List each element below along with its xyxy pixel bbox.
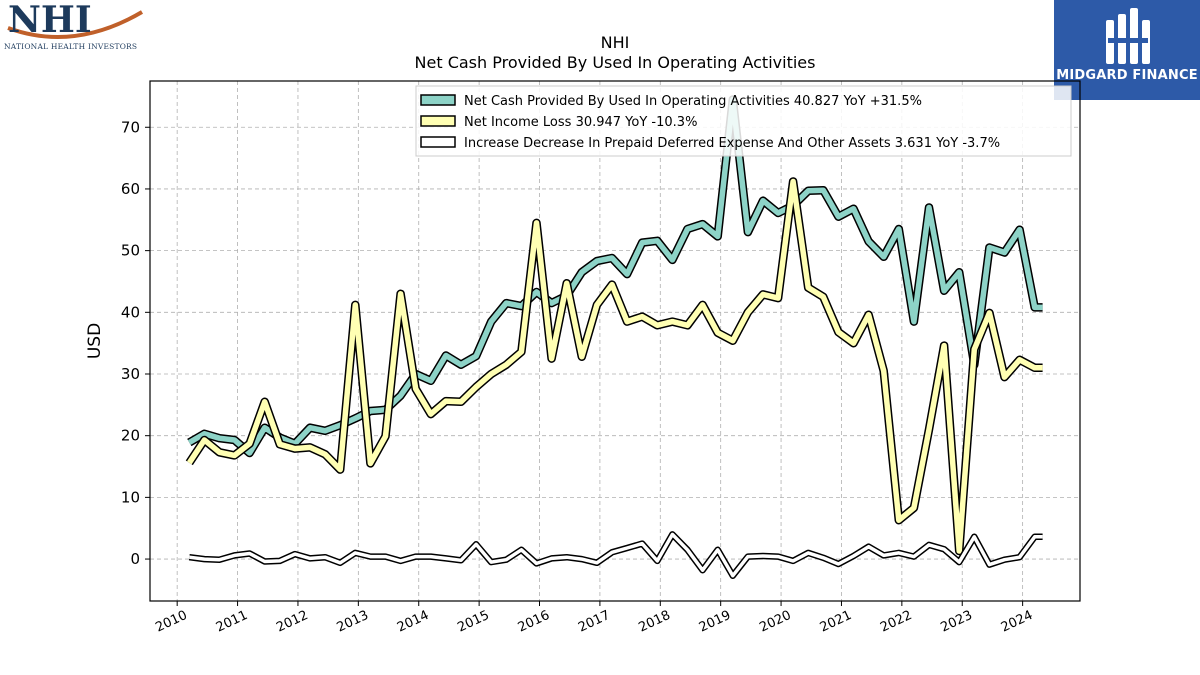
chart-title: NHI	[601, 33, 630, 52]
plot-frame	[149, 80, 1081, 602]
y-tick-label: 50	[121, 242, 140, 260]
chart-subtitle: Net Cash Provided By Used In Operating A…	[415, 53, 816, 72]
x-tick-label: 2024	[999, 608, 1035, 636]
legend: Net Cash Provided By Used In Operating A…	[415, 85, 1072, 157]
y-axis-label: USD	[85, 323, 105, 359]
midgard-finance-logo: MIDGARD FINANCE	[1054, 0, 1200, 100]
legend-swatch-2	[420, 115, 456, 127]
legend-label-1: Net Cash Provided By Used In Operating A…	[464, 94, 922, 109]
legend-label-2: Net Income Loss 30.947 YoY -10.3%	[464, 115, 697, 130]
series-line-2	[187, 178, 1043, 554]
midgard-brand-text: MIDGARD FINANCE	[1056, 68, 1198, 83]
series-line-3	[189, 532, 1043, 578]
x-tick-label: 2017	[576, 608, 612, 636]
logo-brand-text: NHI	[8, 2, 92, 41]
y-tick-label: 10	[121, 488, 140, 506]
legend-swatch-1	[420, 94, 456, 106]
x-tick-label: 2020	[757, 608, 793, 636]
y-tick-label: 60	[121, 180, 140, 198]
logo-caption: NATIONAL HEALTH INVESTORS	[4, 42, 138, 51]
x-tick-label: 2018	[637, 608, 673, 636]
x-tick-label: 2014	[395, 608, 431, 636]
x-tick-label: 2013	[335, 608, 371, 636]
x-tick-label: 2019	[697, 608, 733, 636]
y-tick-label: 0	[130, 550, 140, 568]
x-tick-label: 2022	[878, 608, 914, 636]
x-tick-label: 2023	[938, 608, 974, 636]
x-tick-label: 2012	[274, 608, 310, 636]
nhi-logo: NHI NATIONAL HEALTH INVESTORS	[4, 0, 144, 54]
y-tick-label: 70	[121, 118, 140, 136]
x-tick-label: 2010	[153, 608, 189, 636]
x-tick-label: 2015	[455, 608, 491, 636]
series-line-1	[187, 96, 1043, 456]
legend-swatch-3	[420, 136, 456, 148]
nhi-logo-mark: NHI	[7, 0, 144, 41]
y-tick-label: 20	[121, 427, 140, 445]
midgard-emblem-icon	[1106, 8, 1150, 64]
x-tick-label: 2016	[516, 608, 552, 636]
legend-label-3: Increase Decrease In Prepaid Deferred Ex…	[464, 136, 1000, 151]
legend-box	[415, 85, 1072, 157]
y-tick-label: 30	[121, 365, 140, 383]
grid	[150, 81, 1080, 601]
series-lines	[185, 95, 1043, 579]
y-tick-label: 40	[121, 303, 140, 321]
x-tick-label: 2011	[214, 608, 250, 636]
x-tick-label: 2021	[818, 608, 854, 636]
